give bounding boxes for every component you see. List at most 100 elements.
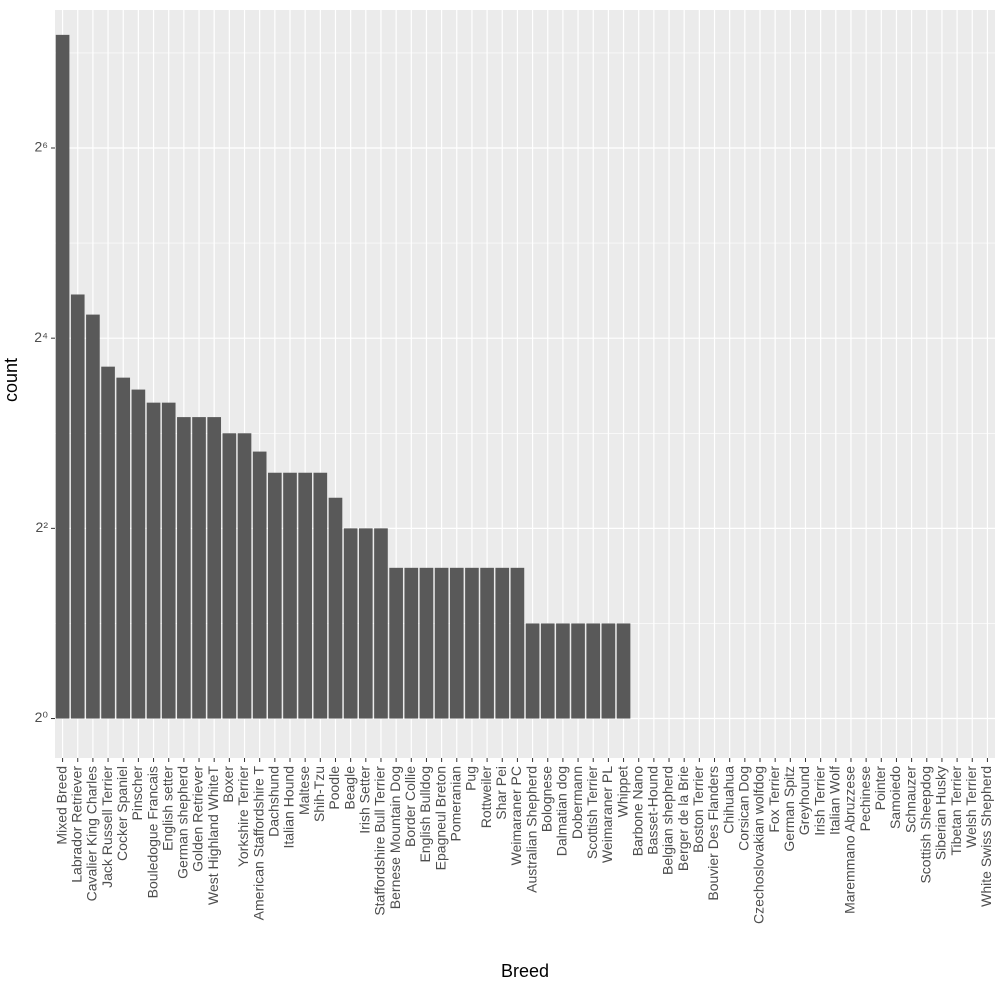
y-tick-label: 2⁴ bbox=[34, 329, 48, 345]
x-tick-label: Irish Terrier bbox=[811, 766, 827, 836]
bar bbox=[207, 417, 222, 719]
x-tick-label: English Bulldog bbox=[417, 766, 433, 863]
x-tick-label: Samoiedo bbox=[887, 766, 903, 829]
bar bbox=[222, 433, 237, 719]
x-tick-label: Barbone Nano bbox=[629, 766, 645, 857]
x-tick-label: Weimaraner PL bbox=[599, 766, 615, 863]
x-tick-label: Weimaraner PC bbox=[508, 766, 524, 865]
x-tick-label: Border Collie bbox=[402, 766, 418, 847]
x-tick-label: Jack Russell Terrier bbox=[99, 766, 115, 888]
x-tick-label: Mixed Breed bbox=[53, 766, 69, 845]
x-tick-label: Schnauzer bbox=[902, 766, 918, 833]
x-tick-label: Labrador Retriever bbox=[68, 766, 84, 883]
bar bbox=[192, 417, 206, 719]
bar bbox=[70, 294, 85, 719]
x-tick-label: Italian Wolf bbox=[827, 766, 843, 835]
x-tick-label: Pointer bbox=[872, 766, 888, 811]
x-tick-label: Bouvier Des Flanders bbox=[705, 766, 721, 901]
x-tick-label: Yorkshire Terrier bbox=[235, 766, 251, 867]
x-tick-label: Pechinese bbox=[857, 766, 873, 832]
x-tick-label: Pug bbox=[463, 766, 479, 791]
x-tick-label: Maremmano Abruzzese bbox=[842, 766, 858, 914]
x-tick-label: White Swiss Shepherd bbox=[978, 766, 994, 907]
bar bbox=[495, 567, 510, 719]
bar bbox=[465, 567, 479, 719]
bar bbox=[101, 366, 115, 719]
bar bbox=[131, 389, 146, 719]
bar bbox=[313, 472, 328, 719]
x-tick-label: Scottish Sheepdog bbox=[917, 766, 933, 884]
x-tick-label: Cocker Spaniel bbox=[114, 766, 130, 861]
x-axis-title: Breed bbox=[501, 961, 549, 981]
bar bbox=[177, 417, 191, 719]
bar bbox=[556, 623, 570, 719]
x-tick-label: Poodle bbox=[326, 766, 342, 810]
x-tick-label: Maltese bbox=[296, 766, 312, 815]
x-tick-label: American Staffordshire T bbox=[250, 766, 266, 921]
bar bbox=[237, 433, 252, 719]
bar bbox=[358, 528, 373, 719]
bar bbox=[480, 567, 494, 719]
bar bbox=[540, 623, 555, 719]
x-tick-label: Chihuahua bbox=[720, 766, 736, 834]
x-tick-label: Staffordshire Bull Terrier bbox=[372, 766, 388, 916]
bar bbox=[116, 377, 131, 719]
bar bbox=[434, 567, 449, 719]
bar bbox=[298, 472, 312, 719]
bar bbox=[55, 34, 70, 719]
bar bbox=[571, 623, 585, 719]
bar bbox=[510, 567, 525, 719]
x-tick-label: Cavalier King Charles bbox=[84, 766, 100, 901]
x-tick-label: Greyhound bbox=[796, 766, 812, 835]
x-tick-label: Shar Pei bbox=[493, 766, 509, 820]
bar bbox=[146, 402, 161, 719]
bar bbox=[283, 472, 297, 719]
bar bbox=[343, 528, 358, 719]
y-tick-label: 2² bbox=[36, 519, 49, 535]
bar bbox=[586, 623, 601, 719]
bar bbox=[268, 472, 282, 719]
bar bbox=[449, 567, 464, 719]
x-tick-label: Pomeranian bbox=[447, 766, 463, 842]
x-tick-label: Corsican Dog bbox=[736, 766, 752, 851]
x-tick-label: Bolognese bbox=[538, 766, 554, 832]
x-tick-label: Shih-Tzu bbox=[311, 766, 327, 822]
x-tick-label: English setter bbox=[159, 766, 175, 851]
x-tick-label: Czechoslovakian wolfdog bbox=[751, 766, 767, 924]
x-tick-label: Belgian shepherd bbox=[660, 766, 676, 875]
x-tick-label: Irish Setter bbox=[357, 766, 373, 834]
x-tick-label: Beagle bbox=[341, 766, 357, 810]
x-tick-label: Fox Terrier bbox=[766, 766, 782, 833]
x-tick-label: Dobermann bbox=[569, 766, 585, 839]
bar bbox=[389, 567, 403, 719]
x-tick-label: Boxer bbox=[220, 766, 236, 803]
bar bbox=[374, 528, 388, 719]
x-tick-label: German Spitz bbox=[781, 766, 797, 852]
bar bbox=[601, 623, 616, 719]
x-tick-label: Pinscher bbox=[129, 766, 145, 821]
x-tick-label: German shepherd bbox=[175, 766, 191, 879]
bar bbox=[419, 567, 434, 719]
x-tick-label: Basset-Hound bbox=[645, 766, 661, 855]
bar bbox=[525, 623, 540, 719]
y-tick-label: 2⁰ bbox=[35, 709, 49, 725]
x-tick-label: Italian Hound bbox=[281, 766, 297, 849]
x-tick-label: West Highland WhiteT bbox=[205, 766, 221, 905]
y-tick-label: 2⁶ bbox=[34, 139, 48, 155]
x-tick-label: Bernese Mountain Dog bbox=[387, 766, 403, 909]
x-tick-label: Berger de la Brie bbox=[675, 766, 691, 871]
x-tick-label: Australian Shepherd bbox=[523, 766, 539, 893]
y-axis-title: count bbox=[1, 358, 21, 402]
x-tick-label: Tibetan Terrier bbox=[948, 766, 964, 856]
x-tick-label: Bouledogue Francais bbox=[144, 766, 160, 898]
bar bbox=[616, 623, 631, 719]
x-tick-label: Scottish Terrier bbox=[584, 766, 600, 859]
x-tick-label: Boston Terrier bbox=[690, 766, 706, 853]
bar bbox=[404, 567, 419, 719]
x-tick-label: Epagneul Breton bbox=[432, 766, 448, 870]
bar bbox=[161, 402, 176, 719]
x-tick-label: Welsh Terrier bbox=[963, 766, 979, 848]
x-tick-label: Whippet bbox=[614, 766, 630, 817]
bar bbox=[328, 497, 343, 719]
